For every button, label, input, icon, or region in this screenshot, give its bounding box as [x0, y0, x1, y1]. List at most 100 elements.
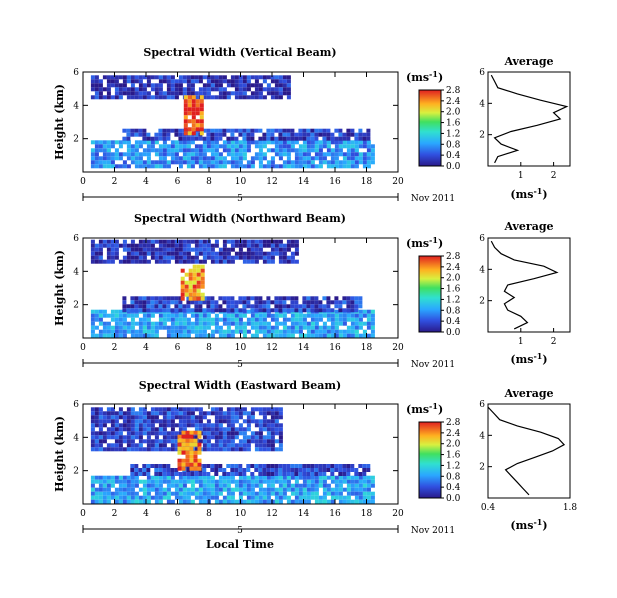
heatmap-cell [198, 333, 203, 338]
heatmap-cell [346, 128, 351, 133]
heatmap-cell [282, 296, 287, 301]
heatmap-cell [130, 407, 135, 412]
heatmap-cell [326, 317, 331, 322]
heatmap-cell [114, 309, 119, 314]
heatmap-cell [274, 91, 279, 96]
heatmap-cell [218, 136, 223, 141]
heatmap-cell [166, 243, 171, 248]
heatmap-cell [218, 407, 223, 412]
heatmap-cell [366, 309, 371, 314]
heatmap-cell [90, 156, 95, 161]
heatmap-cell [274, 468, 279, 472]
heatmap-cell [90, 243, 95, 248]
heatmap-cell [310, 325, 315, 330]
heatmap-cell [322, 308, 327, 313]
heatmap-cell [170, 472, 175, 476]
heatmap-cell [298, 136, 303, 141]
heatmap-cell [191, 127, 196, 132]
heatmap-cell [110, 144, 115, 149]
heatmap-cell [158, 164, 163, 169]
heatmap-cell [90, 325, 95, 330]
heatmap-cell [191, 111, 196, 116]
heatmap-cell [362, 479, 367, 484]
heatmap-cell [358, 300, 363, 305]
heatmap-cell [214, 313, 219, 318]
heatmap-cell [278, 479, 283, 484]
heatmap-cell [322, 475, 327, 480]
heatmap-cell [338, 329, 343, 334]
heatmap-cell [298, 329, 303, 334]
heatmap-cell [110, 435, 115, 440]
heatmap-cell [254, 239, 259, 244]
heatmap-cell [134, 259, 139, 264]
heatmap-cell [230, 317, 235, 322]
heatmap-cell [282, 136, 287, 141]
heatmap-cell [370, 475, 375, 480]
heatmap-cell [274, 304, 279, 309]
heatmap-cell [238, 411, 243, 416]
heatmap-cell [238, 439, 243, 444]
heatmap-cell [290, 144, 295, 149]
heatmap-cell [222, 468, 227, 472]
heatmap-cell [199, 107, 204, 112]
heatmap-cell [130, 333, 135, 338]
heatmap-cell [186, 79, 191, 84]
heatmap-cell [302, 475, 307, 480]
heatmap-cell [162, 419, 167, 424]
heatmap-cell [138, 321, 143, 326]
heatmap-cell [180, 284, 185, 289]
heatmap-cell [270, 308, 275, 313]
heatmap-cell [270, 431, 275, 436]
heatmap-cell [142, 140, 147, 145]
heatmap-cell [246, 300, 251, 305]
heatmap-cell [290, 483, 295, 488]
heatmap-cell [274, 472, 279, 476]
heatmap-cell [322, 156, 327, 161]
heatmap-cell [202, 317, 207, 322]
colorbar-tick-label: 0.4 [446, 151, 461, 161]
heatmap-cell [142, 308, 147, 313]
heatmap-cell [298, 499, 303, 504]
heatmap-cell [262, 304, 267, 309]
heatmap-cell [194, 152, 199, 157]
heatmap-cell [218, 333, 223, 338]
heatmap-cell [185, 434, 190, 439]
heatmap-cell [181, 462, 186, 467]
heatmap-cell [262, 435, 267, 440]
heatmap-cell [181, 442, 186, 447]
heatmap-cell [154, 136, 159, 141]
heatmap-cell [206, 435, 211, 440]
heatmap-cell [234, 251, 239, 256]
heatmap-cell [114, 435, 119, 440]
heatmap-cell [94, 259, 99, 264]
heatmap-cell [222, 495, 227, 500]
heatmap-cell [230, 435, 235, 440]
heatmap-cell [250, 317, 255, 322]
heatmap-cell [202, 487, 207, 492]
heatmap-cell [314, 296, 319, 301]
heatmap-cell [182, 495, 187, 500]
heatmap-cell [162, 487, 167, 492]
heatmap-cell [134, 475, 139, 480]
heatmap-cell [162, 79, 167, 84]
heatmap-cell [246, 75, 251, 80]
heatmap-cell [270, 325, 275, 330]
heatmap-cell [330, 132, 335, 137]
heatmap-cell [170, 296, 175, 301]
heatmap-cell [187, 99, 192, 104]
heatmap-cell [190, 483, 195, 488]
heatmap-cell [130, 321, 135, 326]
heatmap-cell [358, 140, 363, 145]
heatmap-cell [98, 156, 103, 161]
heatmap-cell [354, 308, 359, 313]
heatmap-cell [226, 487, 231, 492]
heatmap-cell [286, 79, 291, 84]
heatmap-cell [190, 411, 195, 416]
heatmap-cell [206, 87, 211, 92]
heatmap-cell [146, 487, 151, 492]
heatmap-cell [122, 300, 127, 305]
heatmap-cell [199, 99, 204, 104]
heatmap-cell [166, 419, 171, 424]
heatmap-cell [222, 75, 227, 80]
heatmap-cell [198, 407, 203, 412]
